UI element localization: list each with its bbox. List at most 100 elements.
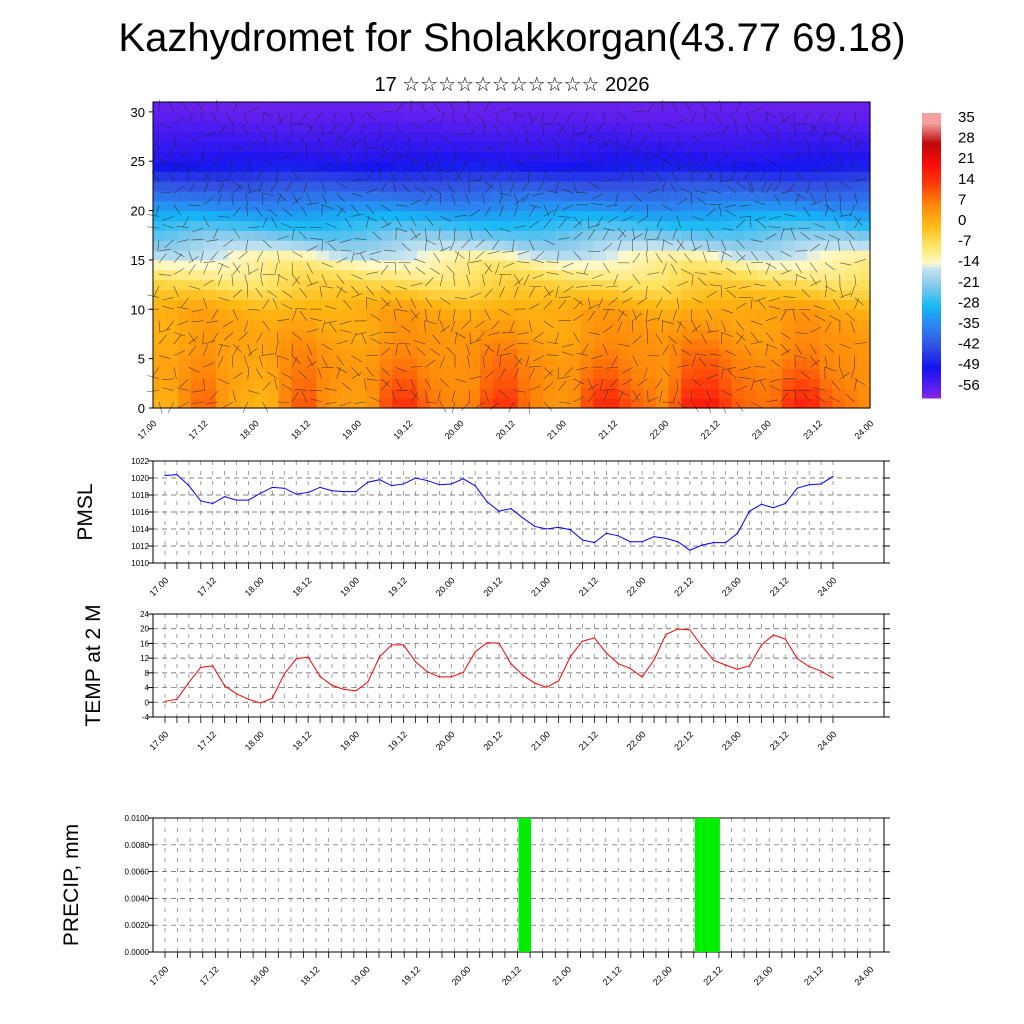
wind-barb	[602, 343, 608, 356]
heatmap-cell	[807, 259, 821, 271]
wind-barb	[806, 181, 811, 194]
heatmap-cell	[442, 250, 456, 261]
heatmap-cell	[769, 388, 783, 399]
wind-barb	[336, 366, 348, 374]
heatmap-cell	[215, 378, 230, 389]
wind-barb	[536, 136, 545, 147]
heatmap-cell	[807, 348, 821, 360]
heatmap-cell	[756, 289, 770, 301]
wind-barb	[790, 228, 796, 240]
heatmap-cell	[693, 111, 708, 123]
heatmap-cell	[517, 151, 531, 162]
heatmap-cell	[731, 171, 745, 182]
heatmap-cell	[480, 161, 494, 172]
wind-barb	[655, 252, 663, 263]
wind-barb	[632, 227, 636, 240]
heatmap-cell	[756, 200, 770, 212]
wind-barb	[795, 274, 798, 287]
wind-barb	[776, 135, 781, 147]
wind-barb	[802, 392, 811, 403]
heatmap-cell	[429, 279, 443, 291]
wind-barb	[765, 111, 769, 124]
heatmap-cell	[832, 141, 846, 152]
heatmap-cell	[568, 358, 582, 370]
heatmap-cell	[429, 161, 443, 172]
wind-barb	[434, 146, 441, 158]
heatmap-cell	[631, 250, 645, 261]
wind-barb	[217, 263, 224, 275]
heatmap-cell	[844, 180, 859, 192]
wind-barb	[262, 353, 275, 356]
temp-point	[259, 702, 262, 704]
heatmap-cell	[467, 309, 481, 320]
pmsl-point	[283, 487, 285, 489]
wind-barb	[793, 123, 796, 136]
heatmap-cell	[379, 388, 393, 399]
heatmap-cell	[568, 121, 582, 133]
wind-barb	[517, 343, 530, 345]
wind-barb	[631, 169, 633, 182]
heatmap-cell	[605, 319, 620, 330]
heatmap-cell	[555, 230, 569, 241]
x-tick-label: 18.12	[289, 418, 312, 441]
heatmap-cell	[278, 200, 292, 212]
heatmap-cell	[643, 151, 657, 162]
heatmap-cell	[731, 368, 745, 379]
heatmap-cell	[706, 289, 720, 301]
heatmap-cell	[303, 200, 318, 212]
pmsl-point	[331, 490, 333, 492]
heatmap-cell	[542, 240, 557, 251]
wind-barb	[795, 192, 806, 200]
wind-barb	[223, 332, 234, 341]
heatmap-cell	[517, 319, 531, 330]
heatmap-cell	[341, 180, 355, 192]
heatmap-cell	[266, 141, 280, 152]
heatmap-cell	[706, 329, 720, 340]
colorbar-swatch	[922, 284, 941, 288]
heatmap-cell	[366, 388, 381, 399]
heatmap-cell	[706, 358, 720, 370]
wind-barb	[306, 202, 319, 206]
heatmap-cell	[719, 309, 733, 320]
heatmap-cell	[379, 180, 393, 192]
heatmap-cell	[530, 230, 544, 241]
pmsl-point	[188, 485, 190, 487]
heatmap-cell	[190, 358, 204, 370]
heatmap-cell	[165, 171, 179, 182]
wind-barb	[430, 348, 441, 356]
heatmap-cell	[454, 250, 469, 261]
wind-barb	[218, 343, 230, 348]
heatmap-cell	[215, 368, 230, 379]
heatmap-cell	[781, 279, 796, 291]
heatmap-cell	[467, 171, 481, 182]
heatmap-cell	[580, 348, 594, 360]
heatmap-cell	[228, 338, 242, 350]
wind-barb	[406, 135, 411, 147]
wind-barb	[158, 355, 171, 359]
heatmap-cell	[505, 220, 519, 231]
heatmap-cell	[354, 131, 368, 143]
pmsl-point	[677, 541, 679, 543]
colorbar-swatch	[922, 232, 941, 236]
heatmap-cell	[719, 319, 733, 330]
wind-barb	[721, 320, 727, 333]
y-tick-label: 0.0000	[125, 948, 150, 957]
heatmap-cell	[429, 151, 443, 162]
heatmap-cell	[618, 368, 632, 379]
wind-barb	[839, 367, 845, 379]
heatmap-cell	[618, 131, 632, 143]
wind-barb	[502, 332, 515, 334]
heatmap-cell	[253, 151, 267, 162]
wind-barb	[499, 308, 510, 316]
wind-barb	[258, 355, 263, 368]
heatmap-cell	[530, 102, 544, 113]
heatmap-cell	[291, 250, 305, 261]
wind-barb	[452, 309, 456, 322]
heatmap-cell	[505, 190, 519, 202]
wind-barb	[721, 332, 733, 337]
wind-barb	[395, 343, 398, 356]
heatmap-cell	[744, 102, 758, 113]
heatmap-cell	[568, 279, 582, 291]
wind-barb	[339, 249, 352, 252]
wind-barb	[231, 355, 234, 368]
